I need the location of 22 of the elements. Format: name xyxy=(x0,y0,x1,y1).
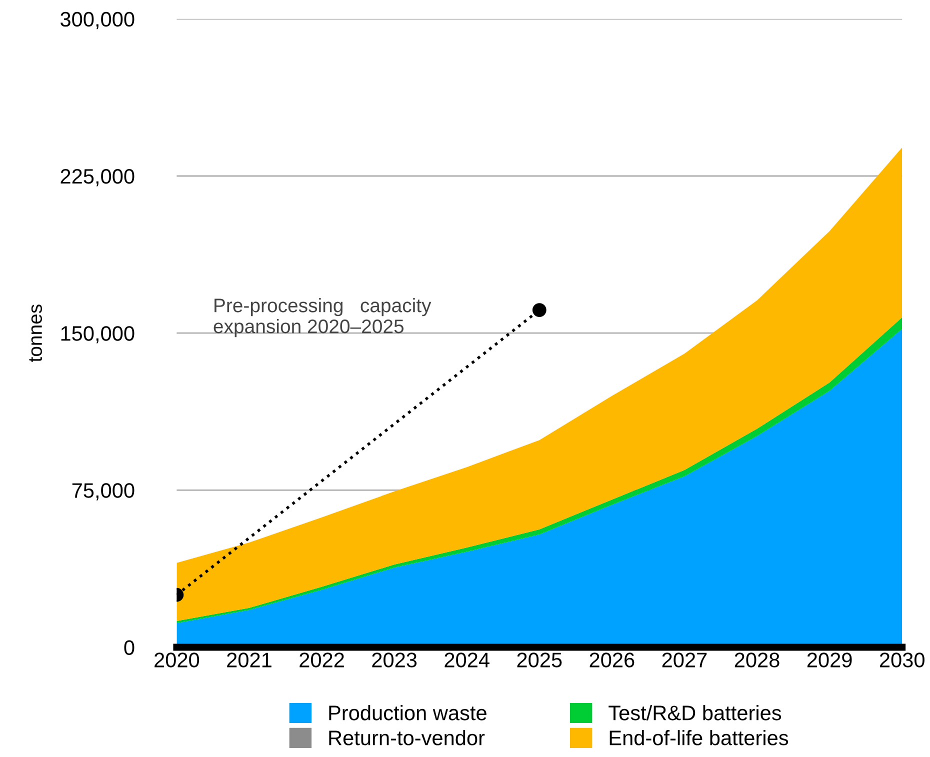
x-tick-label: 2020 xyxy=(154,652,200,668)
x-tick-label: 2028 xyxy=(734,652,780,668)
x-tick-label: 2027 xyxy=(662,652,707,668)
x-tick-label: 2030 xyxy=(880,652,924,668)
legend-label: Test/R&D batteries xyxy=(608,705,782,720)
y-axis-title: tonnes xyxy=(29,304,42,362)
annotation: Pre-processing capacity expansion 2020–2025 xyxy=(214,298,432,338)
x-tick-label: 2022 xyxy=(300,652,344,668)
x-tick-label: 2023 xyxy=(372,652,417,668)
y-tick-label: 150,000 xyxy=(61,326,134,344)
y-tick-label: 0 xyxy=(124,640,134,655)
x-tick-label: 2025 xyxy=(517,652,562,668)
x-tick-label: 2024 xyxy=(444,652,490,668)
x-tick-label: 2029 xyxy=(807,652,852,668)
legend-label: Production waste xyxy=(329,705,486,720)
x-tick-label: 2026 xyxy=(590,652,634,668)
y-tick-label: 300,000 xyxy=(60,12,134,30)
y-tick-label: 75,000 xyxy=(72,483,134,500)
y-tick-label: 225,000 xyxy=(60,169,134,186)
legend-label: Return-to-vendor xyxy=(329,730,485,746)
x-tick-label: 2021 xyxy=(227,652,272,668)
legend-label: End-of-life batteries xyxy=(610,730,788,746)
